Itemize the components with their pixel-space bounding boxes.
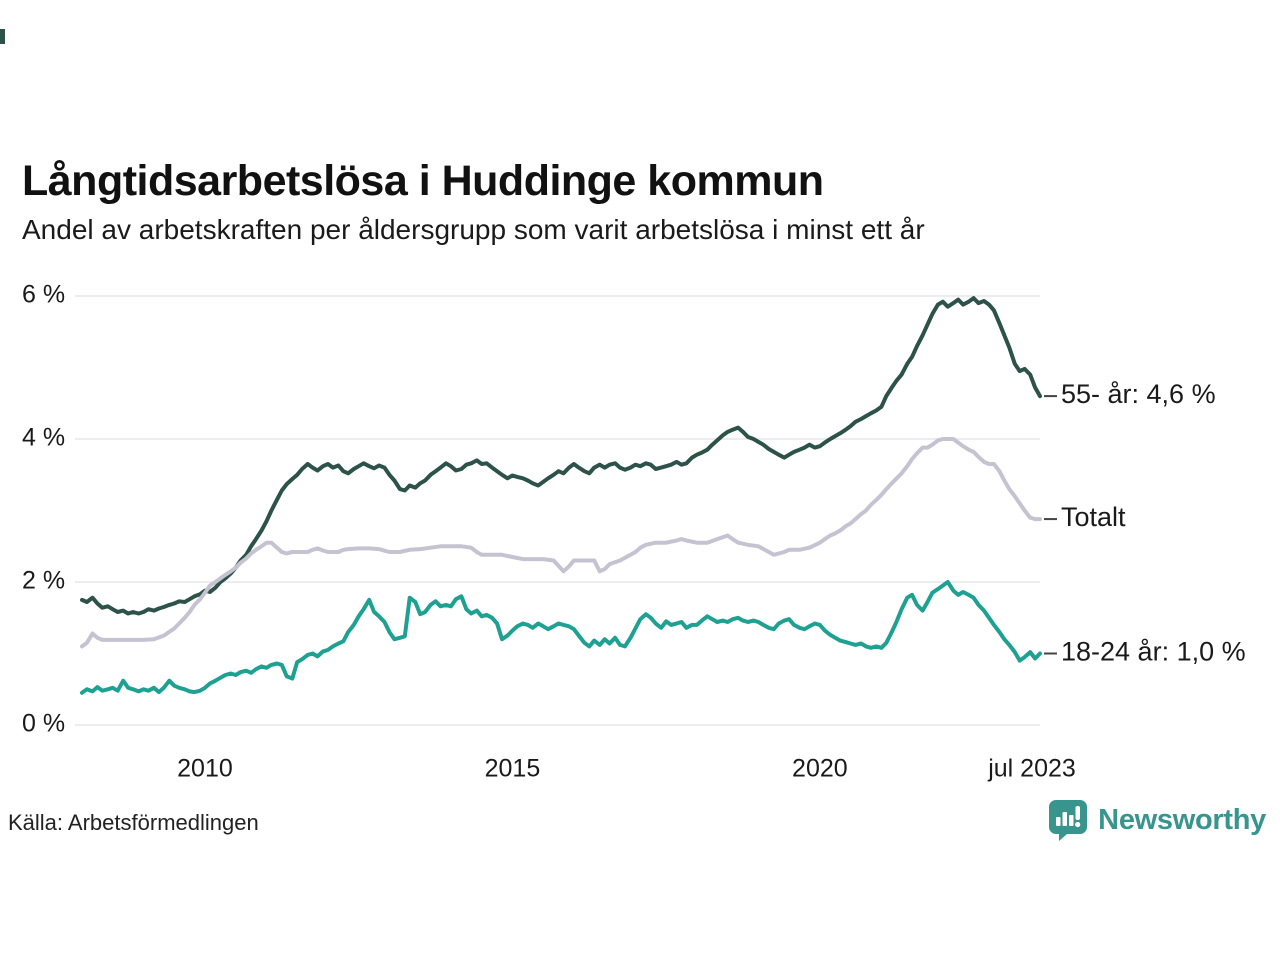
source-note: Källa: Arbetsförmedlingen: [8, 810, 259, 835]
page-title: Långtidsarbetslösa i Huddinge kommun: [22, 156, 824, 205]
bar-chart-speech-bubble-icon: [1047, 798, 1089, 842]
y-axis-tick-label: 4 %: [22, 424, 65, 452]
x-axis-tick-label: 2015: [485, 755, 541, 783]
series-end-label-55-ar: 55- år: 4,6 %: [1061, 379, 1216, 409]
series-end-label-totalt: Totalt: [1061, 502, 1126, 532]
y-axis-tick-label: 0 %: [22, 710, 65, 738]
brand-logo: Newsworthy: [1047, 798, 1266, 842]
series-line-18-24-ar: [80, 580, 1042, 695]
y-axis-tick-label: 6 %: [22, 281, 65, 309]
x-axis-tick-label: 2020: [792, 755, 848, 783]
series-end-label-18-24-ar: 18-24 år: 1,0 %: [1061, 637, 1246, 667]
y-axis-tick-label: 2 %: [22, 567, 65, 595]
brand-name: Newsworthy: [1098, 803, 1266, 836]
page-subtitle: Andel av arbetskraften per åldersgrupp s…: [22, 214, 925, 245]
corner-mark: [0, 29, 5, 44]
series-line-totalt: [80, 437, 1042, 649]
x-axis-tick-label: 2010: [177, 755, 233, 783]
x-axis-tick-label: jul 2023: [987, 755, 1076, 783]
